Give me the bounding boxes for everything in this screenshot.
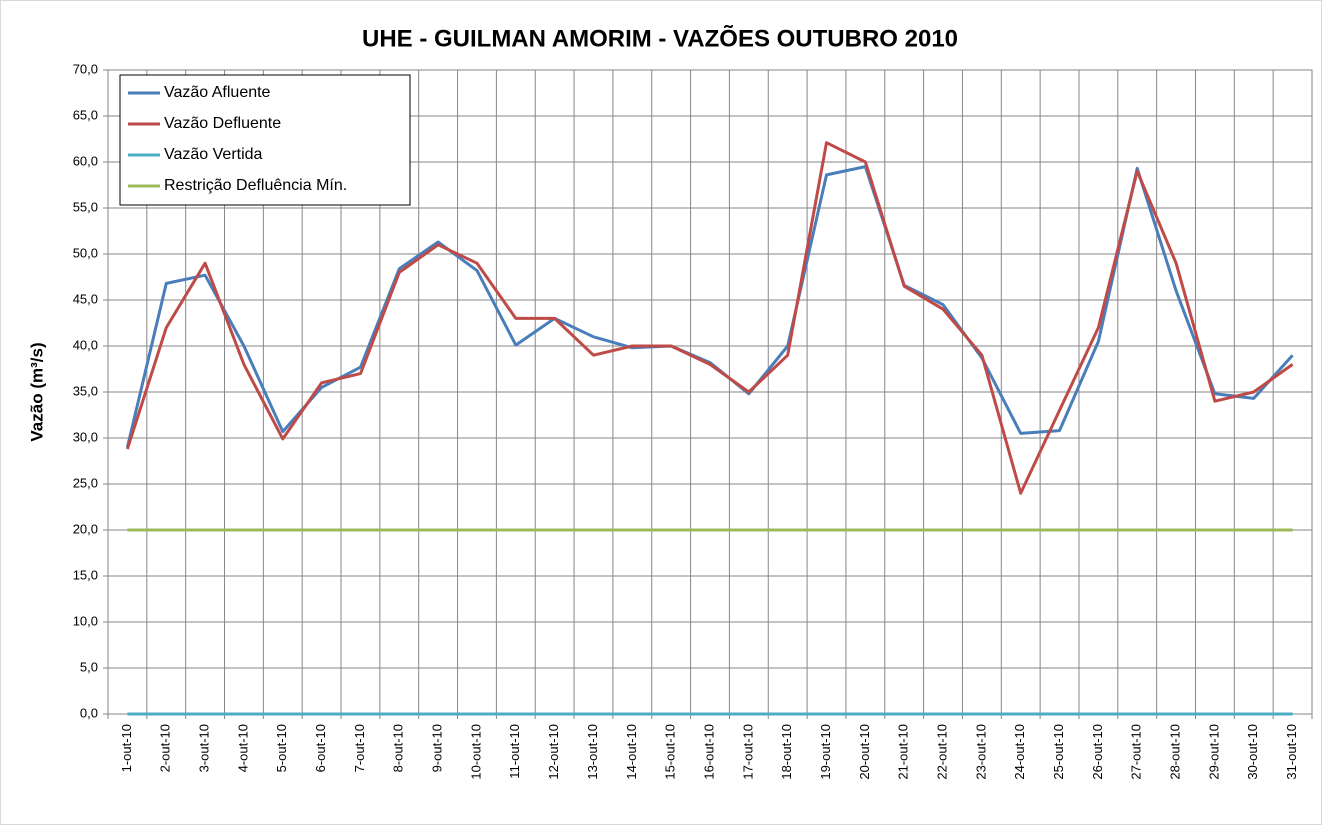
x-tick-label: 30-out-10 (1245, 724, 1260, 780)
x-tick-label: 18-out-10 (779, 724, 794, 780)
x-tick-label: 11-out-10 (507, 724, 522, 779)
x-tick-label: 31-out-10 (1284, 724, 1299, 780)
legend-label: Restrição Defluência Mín. (164, 177, 347, 194)
x-tick-label: 24-out-10 (1012, 724, 1027, 780)
x-tick-label: 29-out-10 (1206, 724, 1221, 780)
series-line (125, 141, 1294, 495)
x-tick-label: 16-out-10 (701, 724, 716, 780)
y-tick-label: 0,0 (80, 705, 98, 720)
x-tick-label: 6-out-10 (313, 724, 328, 772)
x-tick-label: 1-out-10 (119, 724, 134, 772)
y-tick-label: 70,0 (73, 61, 98, 76)
x-tick-label: 9-out-10 (430, 724, 445, 772)
x-tick-label: 5-out-10 (274, 724, 289, 772)
y-tick-label: 50,0 (73, 245, 98, 260)
legend-box (119, 74, 411, 206)
x-tick-label: 15-out-10 (663, 724, 678, 780)
x-tick-label: 7-out-10 (352, 724, 367, 772)
x-tick-label: 17-out-10 (740, 724, 755, 780)
y-tick-label: 65,0 (73, 107, 98, 122)
x-tick-label: 8-out-10 (391, 724, 406, 772)
x-tick-label: 10-out-10 (468, 724, 483, 780)
y-tick-label: 45,0 (73, 291, 98, 306)
y-tick-label: 35,0 (73, 383, 98, 398)
x-tick-label: 27-out-10 (1129, 724, 1144, 780)
legend-label: Vazão Afluente (164, 84, 271, 101)
y-tick-label: 10,0 (73, 613, 98, 628)
x-tick-label: 12-out-10 (546, 724, 561, 780)
y-tick-label: 30,0 (73, 429, 98, 444)
x-tick-label: 23-out-10 (973, 724, 988, 780)
y-tick-label: 40,0 (73, 337, 98, 352)
x-tick-label: 19-out-10 (818, 724, 833, 780)
x-tick-label: 14-out-10 (624, 724, 639, 780)
x-tick-label: 22-out-10 (934, 724, 949, 780)
y-tick-label: 55,0 (73, 199, 98, 214)
y-tick-label: 60,0 (73, 153, 98, 168)
y-axis-title: Vazão (m³/s) (27, 342, 46, 441)
legend-label: Vazão Defluente (164, 115, 281, 132)
y-tick-label: 15,0 (73, 567, 98, 582)
x-tick-label: 25-out-10 (1051, 724, 1066, 780)
y-tick-label: 20,0 (73, 521, 98, 536)
x-tick-label: 13-out-10 (585, 724, 600, 780)
x-tick-label: 28-out-10 (1168, 724, 1183, 780)
x-tick-label: 2-out-10 (158, 724, 173, 772)
x-tick-label: 3-out-10 (197, 724, 212, 772)
legend-label: Vazão Vertida (164, 146, 263, 163)
x-tick-label: 21-out-10 (896, 724, 911, 780)
y-tick-label: 25,0 (73, 475, 98, 490)
chart-title: UHE - GUILMAN AMORIM - VAZÕES OUTUBRO 20… (362, 24, 958, 52)
x-tick-label: 20-out-10 (857, 724, 872, 780)
x-tick-label: 4-out-10 (235, 724, 250, 772)
x-tick-label: 26-out-10 (1090, 724, 1105, 780)
y-tick-label: 5,0 (80, 659, 98, 674)
series-line (125, 165, 1294, 448)
